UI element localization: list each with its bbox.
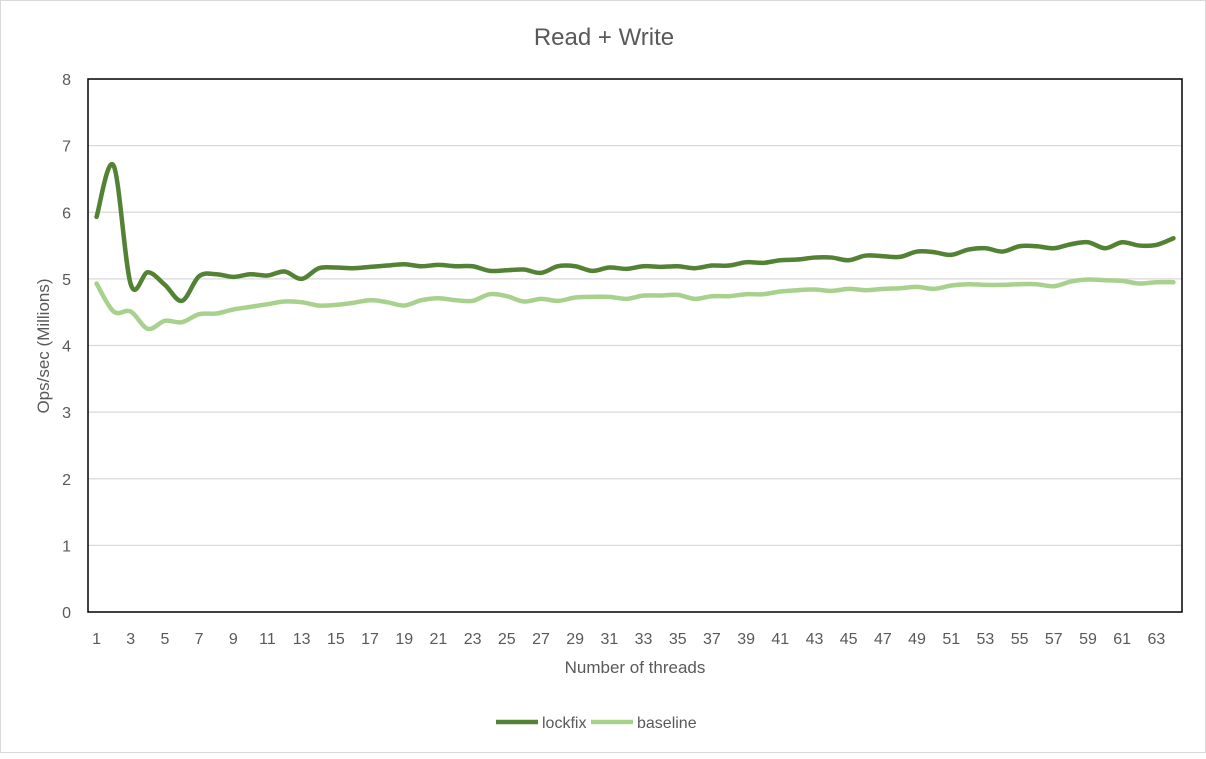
x-tick-label: 51 [942,631,960,648]
y-tick-label: 1 [62,538,71,555]
x-tick-label: 43 [806,631,824,648]
x-axis-title: Number of threads [565,658,706,677]
x-tick-label: 1 [92,631,101,648]
y-tick-label: 5 [62,272,71,289]
x-tick-label: 17 [361,631,379,648]
x-axis-ticks: 1 3 5 7 9 11 13 15 17 19 21 23 25 27 29 31 33 35 37 39 41 43 4… [92,631,1165,648]
x-tick-label: 37 [703,631,721,648]
x-tick-label: 15 [327,631,345,648]
plot-area-frame [87,78,1183,613]
y-tick-label: 8 [62,72,71,89]
x-tick-label: 47 [874,631,892,648]
x-tick-label: 59 [1079,631,1097,648]
y-axis-ticks: 0 1 2 3 4 5 6 7 8 [62,72,71,622]
x-tick-label: 11 [259,631,276,648]
y-tick-label: 7 [62,139,71,156]
legend-label: lockfix [542,715,586,732]
x-tick-label: 35 [669,631,687,648]
x-tick-label: 45 [840,631,858,648]
x-tick-label: 25 [498,631,516,648]
x-tick-label: 31 [600,631,618,648]
series-lines [94,161,1176,332]
x-tick-label: 21 [430,631,448,648]
x-tick-label: 27 [532,631,550,648]
series-line-lockfix [94,161,1176,304]
y-tick-label: 0 [62,605,71,622]
x-tick-label: 13 [293,631,311,648]
y-axis-title: Ops/sec (Millions) [34,278,53,413]
series-line-baseline [94,277,1176,332]
x-tick-label: 49 [908,631,926,648]
legend-item-lockfix: lockfix [496,715,586,732]
x-tick-label: 61 [1113,631,1131,648]
x-tick-label: 5 [160,631,169,648]
x-tick-label: 39 [737,631,755,648]
x-tick-label: 41 [771,631,789,648]
gridlines [88,144,1182,547]
x-tick-label: 53 [977,631,995,648]
legend-item-baseline: baseline [591,715,697,732]
x-tick-label: 7 [195,631,204,648]
x-tick-label: 9 [229,631,238,648]
y-tick-label: 2 [62,472,71,489]
x-tick-label: 29 [566,631,584,648]
x-tick-label: 57 [1045,631,1063,648]
legend: lockfix baseline [496,715,697,732]
x-tick-label: 23 [464,631,482,648]
x-tick-label: 55 [1011,631,1029,648]
x-tick-label: 3 [126,631,135,648]
y-tick-label: 3 [62,405,71,422]
chart-title: Read + Write [534,24,674,51]
y-tick-label: 4 [62,339,71,356]
x-tick-label: 63 [1147,631,1165,648]
legend-label: baseline [637,715,697,732]
x-tick-label: 19 [395,631,413,648]
y-tick-label: 6 [62,205,71,222]
x-tick-label: 33 [635,631,653,648]
